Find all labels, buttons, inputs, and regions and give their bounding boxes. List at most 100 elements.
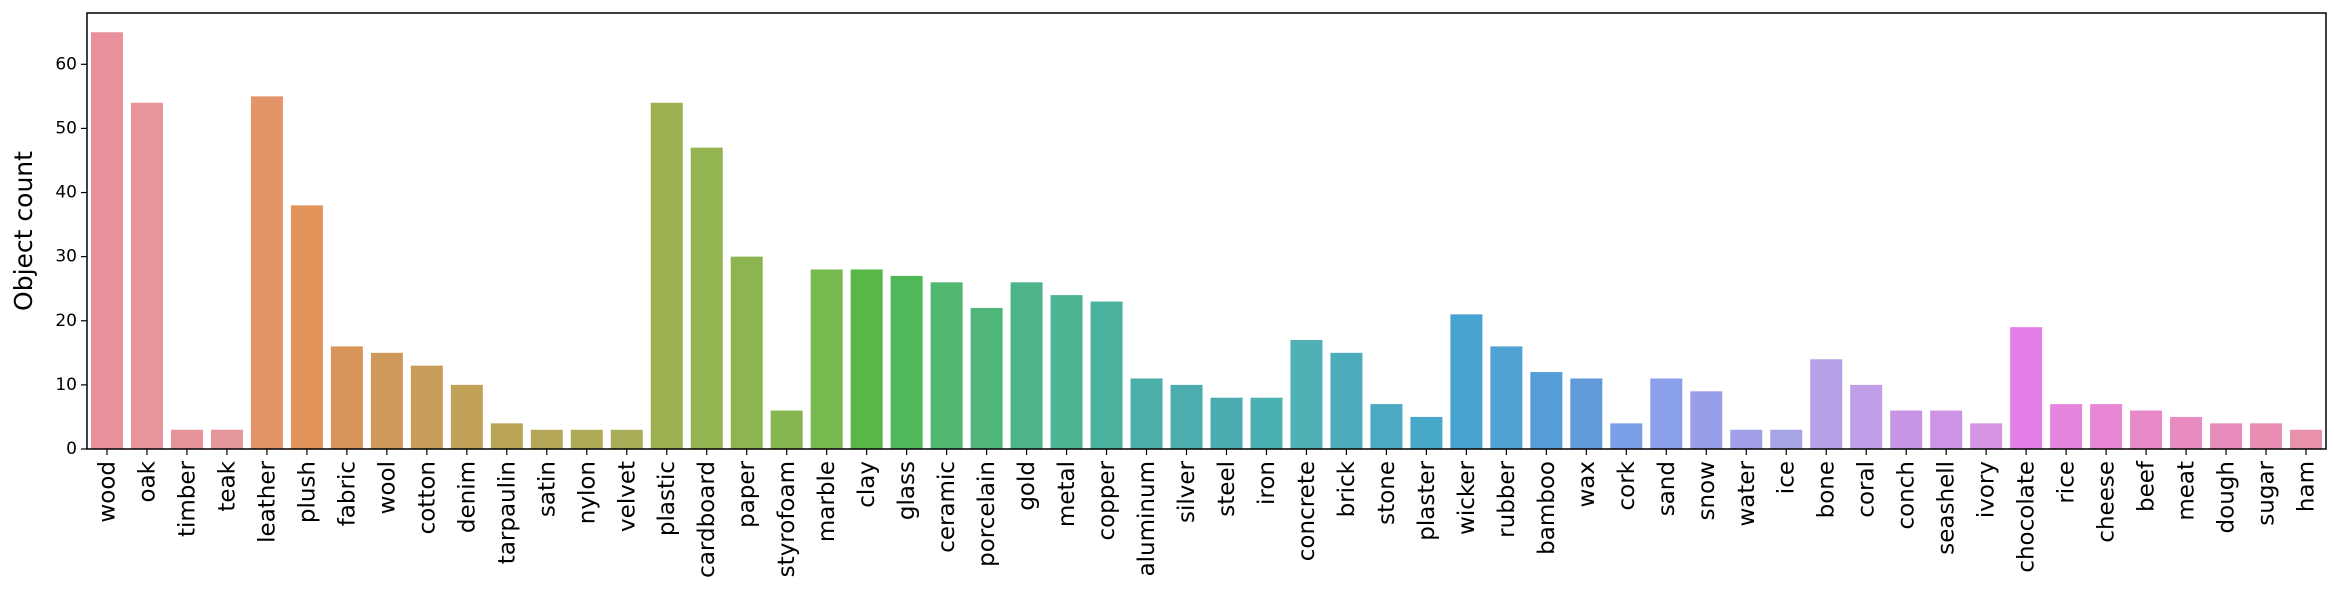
bar-stone [1370, 404, 1403, 449]
x-tick-label-beef: beef [2134, 460, 2160, 512]
bar-seashell [1930, 410, 1963, 449]
bar-teak [210, 429, 243, 449]
y-tick-label-60: 60 [55, 54, 77, 74]
x-tick-label-teak: teak [214, 460, 240, 511]
bar-satin [530, 429, 563, 449]
x-tick-label-wicker: wicker [1454, 460, 1480, 534]
bar-chocolate [2010, 327, 2043, 449]
x-tick-label-meat: meat [2174, 461, 2200, 521]
x-tick-label-marble: marble [814, 461, 840, 542]
x-tick-label-gold: gold [1014, 461, 1040, 511]
bar-cardboard [690, 147, 723, 449]
bar-plaster [1410, 416, 1443, 449]
bar-wool [370, 352, 403, 449]
y-tick-label-50: 50 [55, 118, 77, 138]
x-tick-label-dough: dough [2214, 461, 2240, 533]
bar-beef [2130, 410, 2163, 449]
bar-wicker [1450, 314, 1483, 449]
x-tick-label-ceramic: ceramic [934, 461, 960, 553]
bar-marble [810, 269, 843, 449]
x-tick-label-bamboo: bamboo [1534, 461, 1560, 555]
x-tick-label-conch: conch [1894, 461, 1920, 530]
bar-oak [130, 102, 163, 449]
bar-nylon [570, 429, 603, 449]
x-tick-label-steel: steel [1214, 461, 1240, 517]
bar-tarpaulin [490, 423, 523, 449]
bar-sand [1650, 378, 1683, 449]
x-tick-label-cotton: cotton [414, 461, 440, 534]
x-tick-label-coral: coral [1854, 461, 1880, 518]
bar-dough [2210, 423, 2243, 449]
x-tick-label-seashell: seashell [1934, 461, 1960, 555]
bar-styrofoam [770, 410, 803, 449]
x-tick-label-aluminum: aluminum [1134, 461, 1160, 576]
bar-snow [1690, 391, 1723, 449]
x-tick-label-plush: plush [294, 461, 320, 523]
bar-ceramic [930, 282, 963, 449]
x-tick-label-water: water [1734, 460, 1760, 526]
x-tick-label-glass: glass [894, 461, 920, 520]
bar-wax [1570, 378, 1603, 449]
bar-glass [890, 275, 923, 449]
bar-rice [2050, 404, 2083, 449]
bar-iron [1250, 397, 1283, 449]
x-tick-label-brick: brick [1334, 460, 1360, 517]
plot-frame [86, 12, 2327, 450]
bar-meat [2170, 416, 2203, 449]
x-tick-label-rubber: rubber [1494, 460, 1520, 537]
x-tick-label-fabric: fabric [334, 461, 360, 526]
x-tick-label-porcelain: porcelain [974, 461, 1000, 567]
bar-cheese [2090, 404, 2123, 449]
x-tick-label-silver: silver [1174, 460, 1200, 523]
bar-cork [1610, 423, 1643, 449]
bar-bamboo [1530, 372, 1563, 449]
bar-metal [1050, 295, 1083, 449]
bar-brick [1330, 352, 1363, 449]
x-tick-label-plaster: plaster [1414, 460, 1440, 540]
x-tick-label-cheese: cheese [2094, 461, 2120, 543]
x-tick-label-ice: ice [1774, 461, 1800, 494]
bar-clay [850, 269, 883, 449]
x-tick-label-paper: paper [734, 460, 760, 527]
bar-plush [290, 205, 323, 449]
x-tick-label-cardboard: cardboard [694, 461, 720, 578]
bar-silver [1170, 384, 1203, 449]
bar-bone [1810, 359, 1843, 449]
x-tick-label-leather: leather [254, 460, 280, 542]
y-tick-label-20: 20 [55, 311, 77, 331]
x-tick-label-metal: metal [1054, 461, 1080, 527]
bar-paper [730, 256, 763, 449]
x-tick-label-plastic: plastic [654, 461, 680, 536]
x-tick-label-styrofoam: styrofoam [774, 461, 800, 577]
bar-leather [250, 96, 283, 450]
bar-rubber [1490, 346, 1523, 449]
bar-timber [170, 429, 203, 449]
bar-gold [1010, 282, 1043, 449]
x-tick-label-chocolate: chocolate [2014, 461, 2040, 573]
x-tick-label-bone: bone [1814, 461, 1840, 518]
x-tick-label-wood: wood [94, 461, 120, 523]
x-tick-label-iron: iron [1254, 461, 1280, 505]
y-tick-label-40: 40 [55, 183, 77, 203]
y-tick-label-10: 10 [55, 375, 77, 395]
x-tick-label-wax: wax [1574, 461, 1600, 508]
bars-group [90, 32, 2323, 450]
x-tick-label-concrete: concrete [1294, 461, 1320, 561]
x-tick-label-ivory: ivory [1974, 461, 2000, 518]
bar-concrete [1290, 340, 1323, 449]
y-tick-label-30: 30 [55, 247, 77, 267]
bar-porcelain [970, 307, 1003, 449]
bar-wood [90, 32, 123, 450]
bar-coral [1850, 384, 1883, 449]
x-tick-label-tarpaulin: tarpaulin [494, 461, 520, 564]
bar-ham [2290, 429, 2323, 449]
x-tick-label-denim: denim [454, 461, 480, 533]
x-tick-label-rice: rice [2054, 461, 2080, 504]
bar-aluminum [1130, 378, 1163, 449]
bar-steel [1210, 397, 1243, 449]
bar-water [1730, 429, 1763, 449]
y-tick-label-0: 0 [66, 439, 77, 459]
bar-fabric [330, 346, 363, 449]
x-tick-label-sand: sand [1654, 461, 1680, 516]
